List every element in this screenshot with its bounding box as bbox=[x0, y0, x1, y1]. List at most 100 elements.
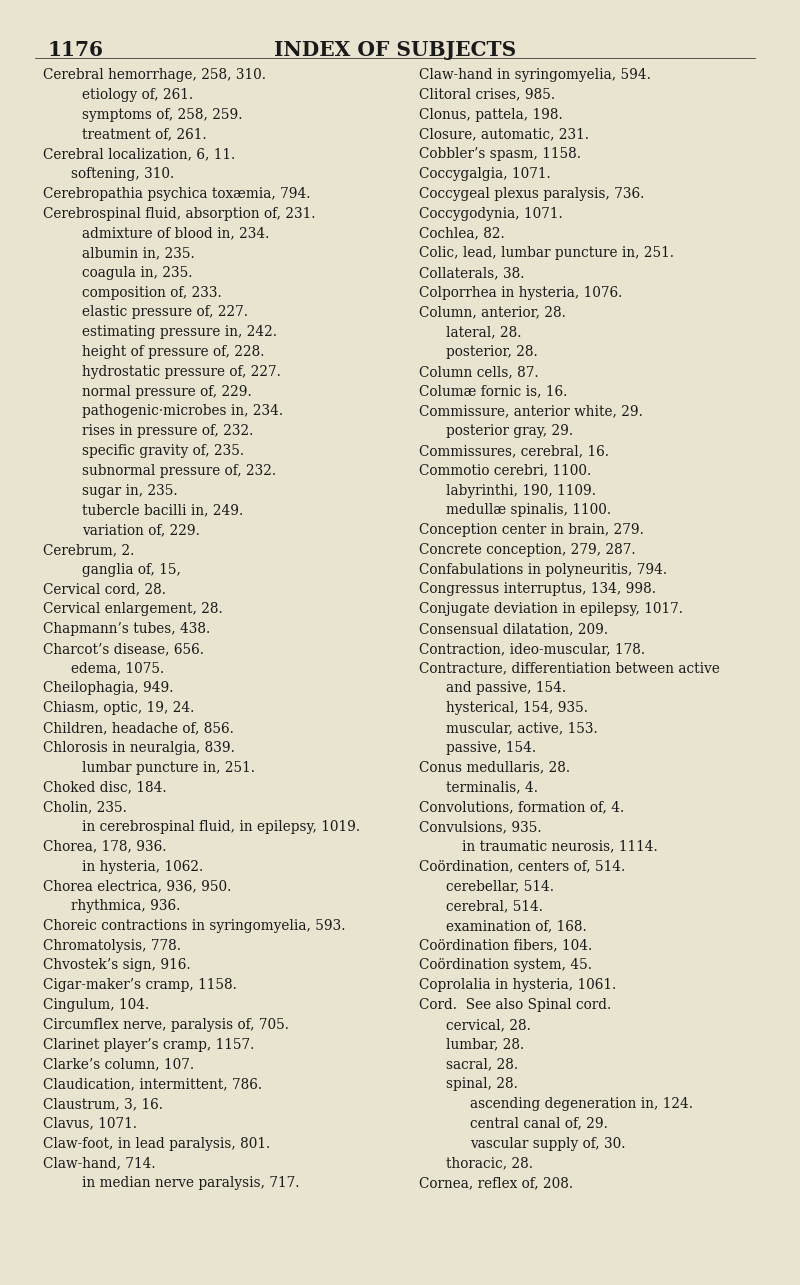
Text: spinal, 28.: spinal, 28. bbox=[446, 1077, 518, 1091]
Text: Coccygalgia, 1071.: Coccygalgia, 1071. bbox=[418, 167, 550, 181]
Text: Conjugate deviation in epilepsy, 1017.: Conjugate deviation in epilepsy, 1017. bbox=[418, 603, 682, 617]
Text: 1176: 1176 bbox=[47, 40, 103, 60]
Text: in median nerve paralysis, 717.: in median nerve paralysis, 717. bbox=[82, 1176, 300, 1190]
Text: sacral, 28.: sacral, 28. bbox=[446, 1058, 518, 1072]
Text: lumbar, 28.: lumbar, 28. bbox=[446, 1037, 524, 1051]
Text: cervical, 28.: cervical, 28. bbox=[446, 1018, 531, 1032]
Text: variation of, 229.: variation of, 229. bbox=[82, 523, 200, 537]
Text: Cervical enlargement, 28.: Cervical enlargement, 28. bbox=[43, 603, 223, 617]
Text: etiology of, 261.: etiology of, 261. bbox=[82, 87, 194, 102]
Text: Choreic contractions in syringomyelia, 593.: Choreic contractions in syringomyelia, 5… bbox=[43, 919, 346, 933]
Text: Clavus, 1071.: Clavus, 1071. bbox=[43, 1117, 138, 1131]
Text: examination of, 168.: examination of, 168. bbox=[446, 919, 587, 933]
Text: Chromatolysis, 778.: Chromatolysis, 778. bbox=[43, 938, 182, 952]
Text: Choked disc, 184.: Choked disc, 184. bbox=[43, 780, 167, 794]
Text: Columæ fornic is, 16.: Columæ fornic is, 16. bbox=[418, 384, 567, 398]
Text: medullæ spinalis, 1100.: medullæ spinalis, 1100. bbox=[446, 504, 611, 518]
Text: vascular supply of, 30.: vascular supply of, 30. bbox=[470, 1136, 625, 1150]
Text: rhythmica, 936.: rhythmica, 936. bbox=[70, 899, 180, 914]
Text: in traumatic neurosis, 1114.: in traumatic neurosis, 1114. bbox=[462, 839, 658, 853]
Text: Claw-foot, in lead paralysis, 801.: Claw-foot, in lead paralysis, 801. bbox=[43, 1136, 270, 1150]
Text: elastic pressure of, 227.: elastic pressure of, 227. bbox=[82, 306, 248, 320]
Text: posterior, 28.: posterior, 28. bbox=[446, 346, 538, 359]
Text: thoracic, 28.: thoracic, 28. bbox=[446, 1156, 533, 1171]
Text: Clitoral crises, 985.: Clitoral crises, 985. bbox=[418, 87, 555, 102]
Text: admixture of blood in, 234.: admixture of blood in, 234. bbox=[82, 226, 270, 240]
Text: Collaterals, 38.: Collaterals, 38. bbox=[418, 266, 524, 280]
Text: sugar in, 235.: sugar in, 235. bbox=[82, 483, 178, 497]
Text: estimating pressure in, 242.: estimating pressure in, 242. bbox=[82, 325, 278, 339]
Text: Cornea, reflex of, 208.: Cornea, reflex of, 208. bbox=[418, 1176, 573, 1190]
Text: terminalis, 4.: terminalis, 4. bbox=[446, 780, 538, 794]
Text: Claudication, intermittent, 786.: Claudication, intermittent, 786. bbox=[43, 1077, 262, 1091]
Text: Colporrhea in hysteria, 1076.: Colporrhea in hysteria, 1076. bbox=[418, 285, 622, 299]
Text: Column cells, 87.: Column cells, 87. bbox=[418, 365, 538, 379]
Text: Claustrum, 3, 16.: Claustrum, 3, 16. bbox=[43, 1097, 163, 1112]
Text: Concrete conception, 279, 287.: Concrete conception, 279, 287. bbox=[418, 544, 635, 556]
Text: Cerebrospinal fluid, absorption of, 231.: Cerebrospinal fluid, absorption of, 231. bbox=[43, 207, 316, 221]
Text: Conus medullaris, 28.: Conus medullaris, 28. bbox=[418, 761, 570, 775]
Text: Children, headache of, 856.: Children, headache of, 856. bbox=[43, 721, 234, 735]
Text: Contraction, ideo-muscular, 178.: Contraction, ideo-muscular, 178. bbox=[418, 642, 645, 655]
Text: Clonus, pattela, 198.: Clonus, pattela, 198. bbox=[418, 108, 562, 122]
Text: Cerebral hemorrhage, 258, 310.: Cerebral hemorrhage, 258, 310. bbox=[43, 68, 266, 82]
Text: Colic, lead, lumbar puncture in, 251.: Colic, lead, lumbar puncture in, 251. bbox=[418, 247, 674, 260]
Text: Contracture, differentiation between active: Contracture, differentiation between act… bbox=[418, 662, 720, 676]
Text: rises in pressure of, 232.: rises in pressure of, 232. bbox=[82, 424, 254, 438]
Text: Coördination, centers of, 514.: Coördination, centers of, 514. bbox=[418, 860, 625, 874]
Text: Clarinet player’s cramp, 1157.: Clarinet player’s cramp, 1157. bbox=[43, 1037, 254, 1051]
Text: Closure, automatic, 231.: Closure, automatic, 231. bbox=[418, 127, 589, 141]
Text: Coprolalia in hysteria, 1061.: Coprolalia in hysteria, 1061. bbox=[418, 978, 616, 992]
Text: Convolutions, formation of, 4.: Convolutions, formation of, 4. bbox=[418, 801, 624, 815]
Text: Commotio cerebri, 1100.: Commotio cerebri, 1100. bbox=[418, 464, 591, 478]
Text: Claw-hand in syringomyelia, 594.: Claw-hand in syringomyelia, 594. bbox=[418, 68, 650, 82]
Text: Cochlea, 82.: Cochlea, 82. bbox=[418, 226, 505, 240]
Text: composition of, 233.: composition of, 233. bbox=[82, 285, 222, 299]
Text: muscular, active, 153.: muscular, active, 153. bbox=[446, 721, 598, 735]
Text: passive, 154.: passive, 154. bbox=[446, 741, 536, 754]
Text: lumbar puncture in, 251.: lumbar puncture in, 251. bbox=[82, 761, 255, 775]
Text: Commissure, anterior white, 29.: Commissure, anterior white, 29. bbox=[418, 405, 642, 419]
Text: lateral, 28.: lateral, 28. bbox=[446, 325, 522, 339]
Text: Consensual dilatation, 209.: Consensual dilatation, 209. bbox=[418, 622, 608, 636]
Text: INDEX OF SUBJECTS: INDEX OF SUBJECTS bbox=[274, 40, 516, 60]
Text: central canal of, 29.: central canal of, 29. bbox=[470, 1117, 607, 1131]
Text: Chvostek’s sign, 916.: Chvostek’s sign, 916. bbox=[43, 959, 191, 973]
Text: Chiasm, optic, 19, 24.: Chiasm, optic, 19, 24. bbox=[43, 702, 194, 716]
Text: in hysteria, 1062.: in hysteria, 1062. bbox=[82, 860, 204, 874]
Text: Column, anterior, 28.: Column, anterior, 28. bbox=[418, 306, 566, 320]
Text: Cholin, 235.: Cholin, 235. bbox=[43, 801, 127, 815]
Text: Claw-hand, 714.: Claw-hand, 714. bbox=[43, 1156, 156, 1171]
Text: Cord.  See also Spinal cord.: Cord. See also Spinal cord. bbox=[418, 998, 611, 1013]
Text: Coördination system, 45.: Coördination system, 45. bbox=[418, 959, 592, 973]
Text: Cigar-maker’s cramp, 1158.: Cigar-maker’s cramp, 1158. bbox=[43, 978, 237, 992]
Text: Coccygeal plexus paralysis, 736.: Coccygeal plexus paralysis, 736. bbox=[418, 186, 644, 200]
Text: ganglia of, 15,: ganglia of, 15, bbox=[82, 563, 182, 577]
Text: cerebral, 514.: cerebral, 514. bbox=[446, 899, 543, 914]
Text: Cerebropathia psychica toxæmia, 794.: Cerebropathia psychica toxæmia, 794. bbox=[43, 186, 310, 200]
Text: Cervical cord, 28.: Cervical cord, 28. bbox=[43, 582, 166, 596]
Text: ascending degeneration in, 124.: ascending degeneration in, 124. bbox=[470, 1097, 693, 1112]
Text: Cerebrum, 2.: Cerebrum, 2. bbox=[43, 544, 134, 556]
Text: coagula in, 235.: coagula in, 235. bbox=[82, 266, 193, 280]
Text: specific gravity of, 235.: specific gravity of, 235. bbox=[82, 445, 245, 457]
Text: hydrostatic pressure of, 227.: hydrostatic pressure of, 227. bbox=[82, 365, 282, 379]
Text: Conception center in brain, 279.: Conception center in brain, 279. bbox=[418, 523, 644, 537]
Text: Congressus interruptus, 134, 998.: Congressus interruptus, 134, 998. bbox=[418, 582, 656, 596]
Text: Chorea electrica, 936, 950.: Chorea electrica, 936, 950. bbox=[43, 879, 232, 893]
Text: pathogenic·microbes in, 234.: pathogenic·microbes in, 234. bbox=[82, 405, 283, 419]
Text: edema, 1075.: edema, 1075. bbox=[70, 662, 164, 676]
Text: posterior gray, 29.: posterior gray, 29. bbox=[446, 424, 574, 438]
Text: Cobbler’s spasm, 1158.: Cobbler’s spasm, 1158. bbox=[418, 148, 581, 161]
Text: Cingulum, 104.: Cingulum, 104. bbox=[43, 998, 150, 1013]
Text: albumin in, 235.: albumin in, 235. bbox=[82, 247, 195, 260]
Text: softening, 310.: softening, 310. bbox=[70, 167, 174, 181]
Text: Cerebral localization, 6, 11.: Cerebral localization, 6, 11. bbox=[43, 148, 235, 161]
Text: Confabulations in polyneuritis, 794.: Confabulations in polyneuritis, 794. bbox=[418, 563, 667, 577]
Text: Chorea, 178, 936.: Chorea, 178, 936. bbox=[43, 839, 166, 853]
Text: Circumflex nerve, paralysis of, 705.: Circumflex nerve, paralysis of, 705. bbox=[43, 1018, 290, 1032]
Text: Charcot’s disease, 656.: Charcot’s disease, 656. bbox=[43, 642, 204, 655]
Text: Coördination fibers, 104.: Coördination fibers, 104. bbox=[418, 938, 592, 952]
Text: labyrinthi, 190, 1109.: labyrinthi, 190, 1109. bbox=[446, 483, 596, 497]
Text: Clarke’s column, 107.: Clarke’s column, 107. bbox=[43, 1058, 194, 1072]
